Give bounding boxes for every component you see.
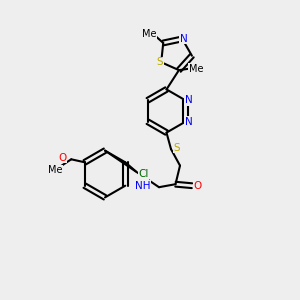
Text: Me: Me [189,64,203,74]
Text: Me: Me [142,29,157,39]
Text: N: N [185,95,193,105]
Text: S: S [173,142,180,153]
Text: NH: NH [135,181,151,191]
Text: O: O [194,181,202,191]
Text: Cl: Cl [138,169,148,179]
Text: N: N [185,117,193,127]
Text: S: S [156,57,163,67]
Text: Me: Me [48,165,63,176]
Text: N: N [180,34,188,44]
Text: O: O [58,153,66,163]
